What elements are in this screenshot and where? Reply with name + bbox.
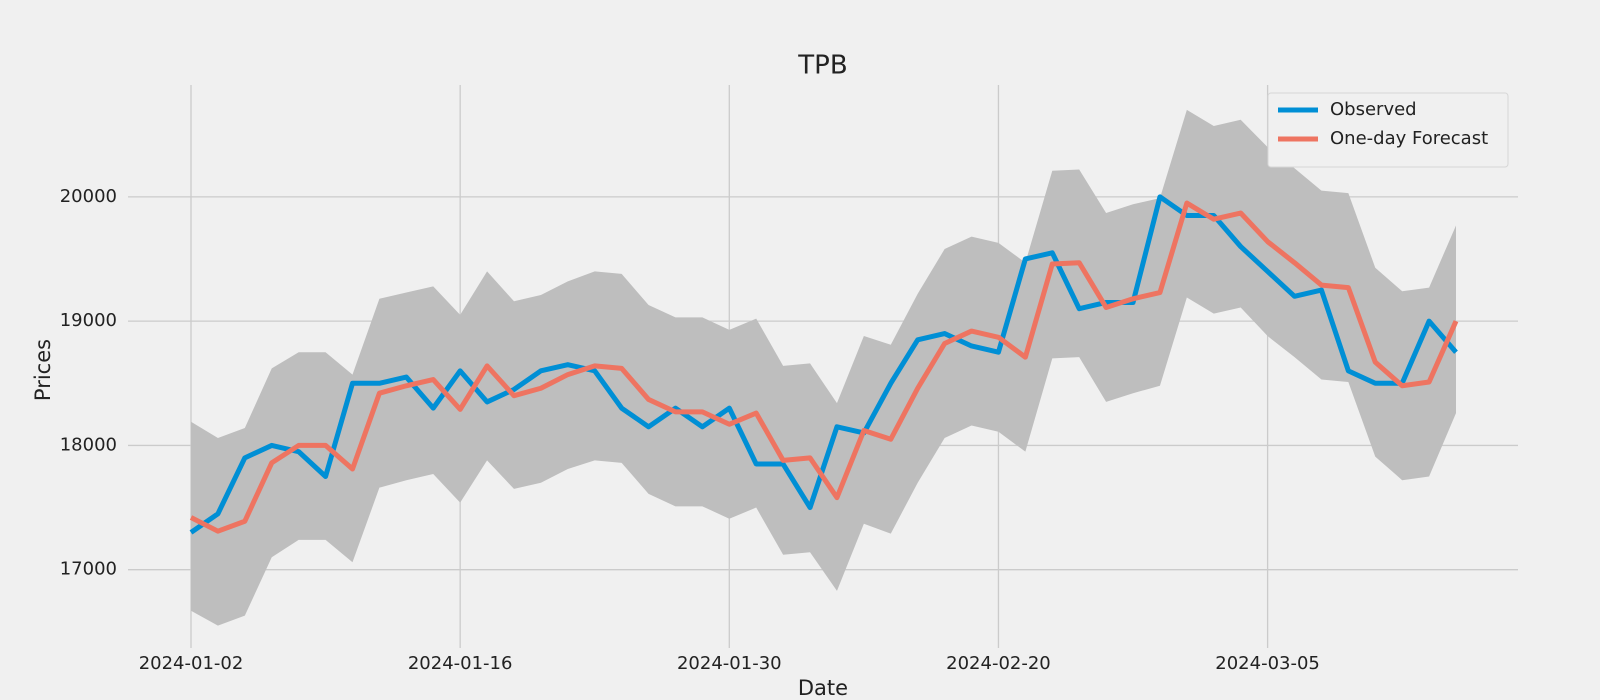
legend-label: Observed bbox=[1330, 99, 1417, 120]
x-tick-label: 2024-03-05 bbox=[1215, 653, 1320, 674]
legend-box bbox=[1267, 92, 1509, 168]
legend-label: One-day Forecast bbox=[1330, 128, 1488, 149]
series-line bbox=[189, 194, 1458, 535]
x-tick-label: 2024-01-16 bbox=[408, 653, 513, 674]
y-tick-label: 18000 bbox=[60, 434, 117, 455]
x-tick-label: 2024-02-20 bbox=[946, 653, 1051, 674]
x-axis-label: Date bbox=[798, 676, 848, 700]
y-tick-label: 19000 bbox=[60, 310, 117, 331]
x-tick-label: 2024-01-30 bbox=[677, 653, 782, 674]
y-tick-label: 20000 bbox=[60, 186, 117, 207]
chart-title: TPB bbox=[797, 51, 847, 81]
x-tick-label: 2024-01-02 bbox=[139, 653, 244, 674]
legend: Observed One-day Forecast bbox=[1267, 92, 1509, 168]
series-line bbox=[189, 200, 1459, 534]
y-axis-label: Prices bbox=[31, 339, 55, 401]
y-tick-label: 17000 bbox=[60, 559, 117, 580]
confidence-band bbox=[191, 109, 1456, 626]
